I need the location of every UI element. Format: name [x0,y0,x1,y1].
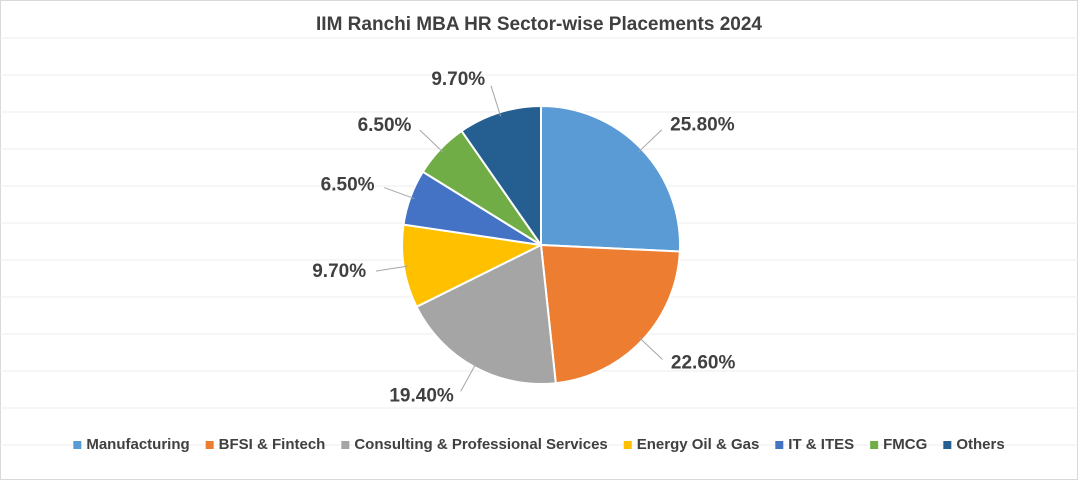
leader-line [384,187,415,200]
legend-swatch [205,441,214,449]
legend-label: Manufacturing [86,436,189,453]
leader-line [419,129,444,153]
data-label: 19.40% [389,386,454,407]
legend-label: FMCG [883,436,927,453]
data-label: 9.70% [431,69,485,90]
data-label: 6.50% [358,115,412,136]
chart-title: IIM Ranchi MBA HR Sector-wise Placements… [316,14,762,35]
legend-swatch [870,441,879,449]
legend-label: Energy Oil & Gas [637,436,760,453]
legend-swatch [943,441,952,449]
leader-line [638,129,663,153]
data-label: 6.50% [321,175,375,196]
data-label: 25.80% [670,115,735,136]
leader-line [638,337,663,360]
legend-swatch [623,441,632,449]
leader-line [490,85,502,117]
data-label: 22.60% [671,353,736,374]
legend-label: BFSI & Fintech [219,436,326,453]
legend-swatch [73,441,82,449]
legend-label: IT & ITES [788,436,854,453]
legend-swatch [341,441,350,449]
leader-line [375,265,408,272]
legend-swatch [775,441,784,449]
legend-label: Others [956,436,1004,453]
legend: Manufacturing BFSI & Fintech Consulting & … [73,436,1005,453]
leader-line [460,363,477,392]
data-label: 9.70% [312,261,366,282]
legend-label: Consulting & Professional Services [354,436,607,453]
